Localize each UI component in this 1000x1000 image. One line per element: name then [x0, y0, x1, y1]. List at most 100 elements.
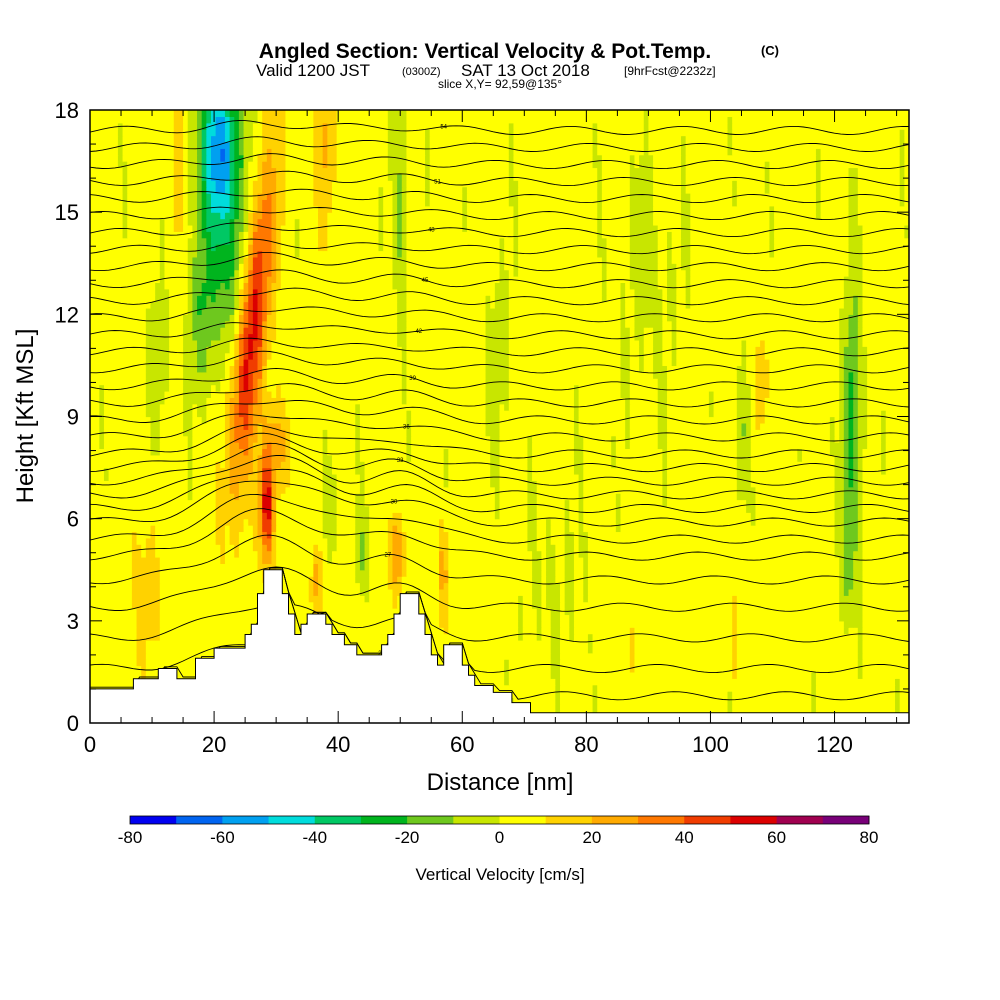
velocity-cell [546, 703, 552, 711]
velocity-cell [797, 627, 803, 635]
velocity-cell [494, 544, 501, 552]
velocity-cell [857, 576, 864, 584]
velocity-cell [127, 671, 133, 679]
velocity-cell [904, 652, 909, 660]
velocity-cell [592, 691, 598, 699]
velocity-cell [769, 569, 775, 577]
velocity-cell [741, 691, 747, 699]
velocity-cell [183, 614, 189, 622]
velocity-cell [220, 627, 226, 635]
velocity-cell [387, 627, 394, 635]
velocity-cell [713, 588, 719, 596]
velocity-cell [797, 671, 803, 679]
velocity-cell [657, 627, 663, 635]
velocity-cell [127, 601, 133, 609]
velocity-cell [383, 639, 389, 647]
velocity-cell [304, 544, 310, 552]
velocity-cell [452, 627, 459, 635]
velocity-cell [103, 550, 110, 558]
velocity-cell [187, 550, 193, 558]
velocity-cell [369, 563, 375, 571]
velocity-cell [760, 639, 766, 647]
velocity-cell [150, 582, 156, 590]
velocity-cell [532, 544, 538, 552]
velocity-cell [331, 627, 338, 635]
velocity-cell [825, 620, 831, 628]
velocity-cell [499, 659, 505, 667]
velocity-cell [234, 582, 240, 590]
velocity-cell [206, 627, 212, 635]
velocity-cell [699, 665, 705, 673]
velocity-cell [210, 601, 217, 609]
velocity-cell [164, 659, 170, 667]
velocity-cell [578, 588, 584, 596]
velocity-cell [187, 556, 193, 564]
velocity-cell [778, 582, 784, 590]
velocity-cell [606, 556, 612, 564]
velocity-cell [527, 550, 533, 558]
velocity-cell [476, 665, 482, 673]
velocity-cell [131, 588, 138, 596]
velocity-cell [815, 550, 822, 558]
velocity-cell [899, 627, 905, 635]
velocity-cell [173, 614, 180, 622]
velocity-cell [471, 582, 477, 590]
velocity-cell [760, 633, 766, 641]
velocity-cell [694, 614, 701, 622]
velocity-cell [648, 703, 654, 711]
velocity-cell [680, 550, 687, 558]
velocity-cell [187, 544, 193, 552]
velocity-cell [778, 691, 784, 699]
velocity-cell [522, 691, 529, 699]
velocity-cell [615, 639, 622, 647]
velocity-cell [527, 697, 533, 705]
velocity-cell [885, 652, 891, 660]
velocity-cell [764, 601, 770, 609]
velocity-cell [224, 639, 231, 647]
velocity-cell [718, 678, 724, 686]
velocity-cell [117, 595, 124, 603]
velocity-cell [546, 652, 552, 660]
velocity-cell [508, 588, 515, 596]
velocity-cell [862, 697, 868, 705]
velocity-cell [783, 620, 789, 628]
velocity-cell [229, 576, 235, 584]
velocity-cell [578, 569, 584, 577]
velocity-cell [448, 601, 454, 609]
velocity-cell [639, 544, 645, 552]
velocity-cell [192, 582, 198, 590]
velocity-cell [797, 633, 803, 641]
velocity-cell [620, 576, 626, 584]
velocity-cell [117, 684, 124, 692]
velocity-cell [136, 671, 142, 679]
velocity-cell [527, 620, 533, 628]
velocity-cell [839, 556, 845, 564]
velocity-cell [415, 544, 421, 552]
velocity-cell [671, 678, 677, 686]
velocity-cell [671, 691, 677, 699]
velocity-cell [592, 569, 598, 577]
velocity-cell [685, 684, 691, 692]
velocity-cell [387, 569, 394, 577]
velocity-cell [680, 556, 687, 564]
velocity-cell [327, 544, 333, 552]
velocity-cell [587, 633, 594, 641]
velocity-cell [141, 595, 147, 603]
velocity-cell [164, 569, 170, 577]
velocity-cell [243, 620, 249, 628]
velocity-cell [192, 646, 198, 654]
velocity-cell [904, 620, 909, 628]
velocity-cell [811, 595, 817, 603]
velocity-cell [494, 582, 501, 590]
velocity-cell [899, 697, 905, 705]
velocity-cell [732, 684, 738, 692]
velocity-cell [708, 550, 715, 558]
velocity-cell [634, 665, 640, 673]
velocity-cell [555, 678, 561, 686]
velocity-cell [676, 601, 682, 609]
velocity-cell [280, 556, 287, 564]
velocity-cell [350, 569, 356, 577]
velocity-cell [299, 588, 305, 596]
velocity-cell [383, 601, 389, 609]
velocity-cell [569, 588, 575, 596]
